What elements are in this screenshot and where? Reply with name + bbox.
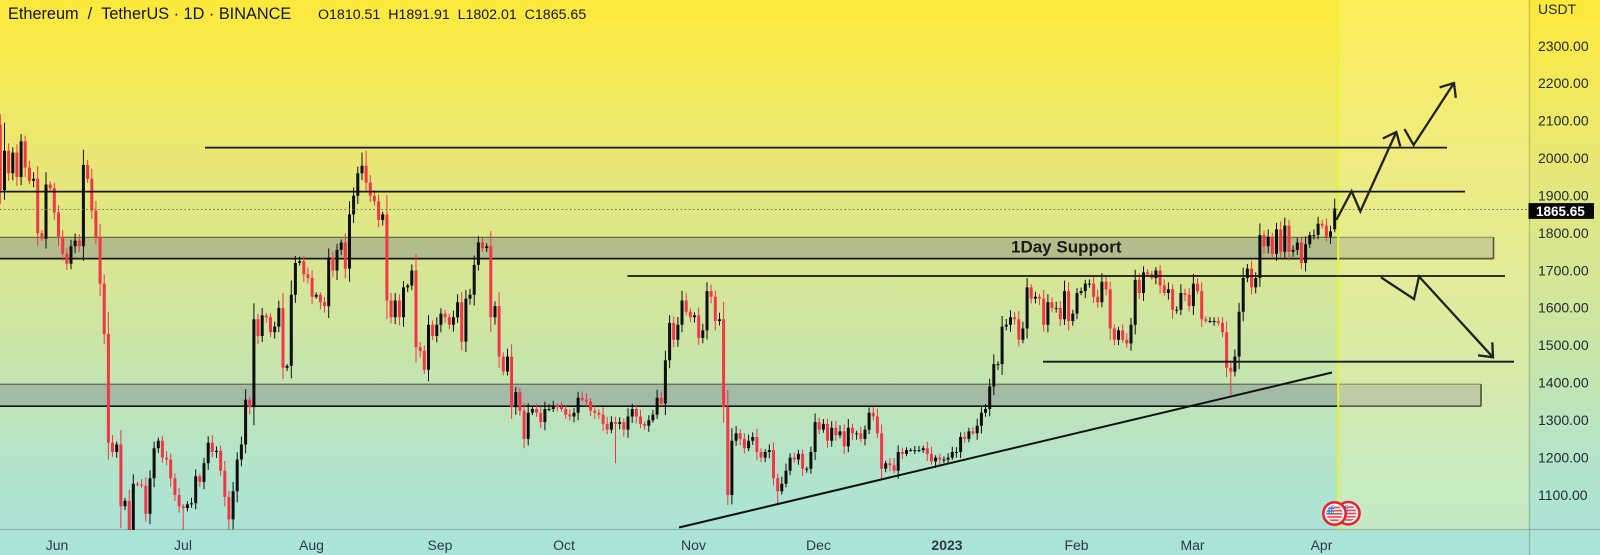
svg-text:2100.00: 2100.00 [1538,113,1589,129]
svg-text:1865.65: 1865.65 [1536,204,1585,219]
svg-text:Jun: Jun [46,537,69,553]
svg-text:2200.00: 2200.00 [1538,75,1589,91]
svg-text:1700.00: 1700.00 [1538,262,1589,278]
svg-text:1300.00: 1300.00 [1538,412,1589,428]
svg-text:1500.00: 1500.00 [1538,337,1589,353]
svg-text:Dec: Dec [806,537,831,553]
svg-text:2000.00: 2000.00 [1538,150,1589,166]
svg-text:1Day Support: 1Day Support [1011,238,1122,257]
svg-text:1400.00: 1400.00 [1538,375,1589,391]
svg-text:USDT: USDT [1538,1,1577,17]
svg-text:Nov: Nov [681,537,706,553]
svg-text:Sep: Sep [428,537,453,553]
svg-text:Jul: Jul [174,537,192,553]
svg-text:1800.00: 1800.00 [1538,225,1589,241]
svg-text:2023: 2023 [931,537,962,553]
svg-text:Aug: Aug [299,537,324,553]
svg-text:Oct: Oct [553,537,575,553]
svg-text:2300.00: 2300.00 [1538,38,1589,54]
svg-text:Ethereum / TetherUS · 1D · B: Ethereum / TetherUS · 1D · BINANCE [8,5,291,23]
svg-text:1900.00: 1900.00 [1538,188,1589,204]
svg-text:Mar: Mar [1180,537,1204,553]
svg-text:O1810.51 H1891.91 L1802.01: O1810.51 H1891.91 L1802.01 C1865.65 [318,7,586,23]
svg-text:1100.00: 1100.00 [1538,487,1588,503]
svg-text:1600.00: 1600.00 [1538,300,1589,316]
svg-text:1200.00: 1200.00 [1538,449,1589,465]
svg-text:Apr: Apr [1311,537,1333,553]
svg-text:Feb: Feb [1064,537,1088,553]
